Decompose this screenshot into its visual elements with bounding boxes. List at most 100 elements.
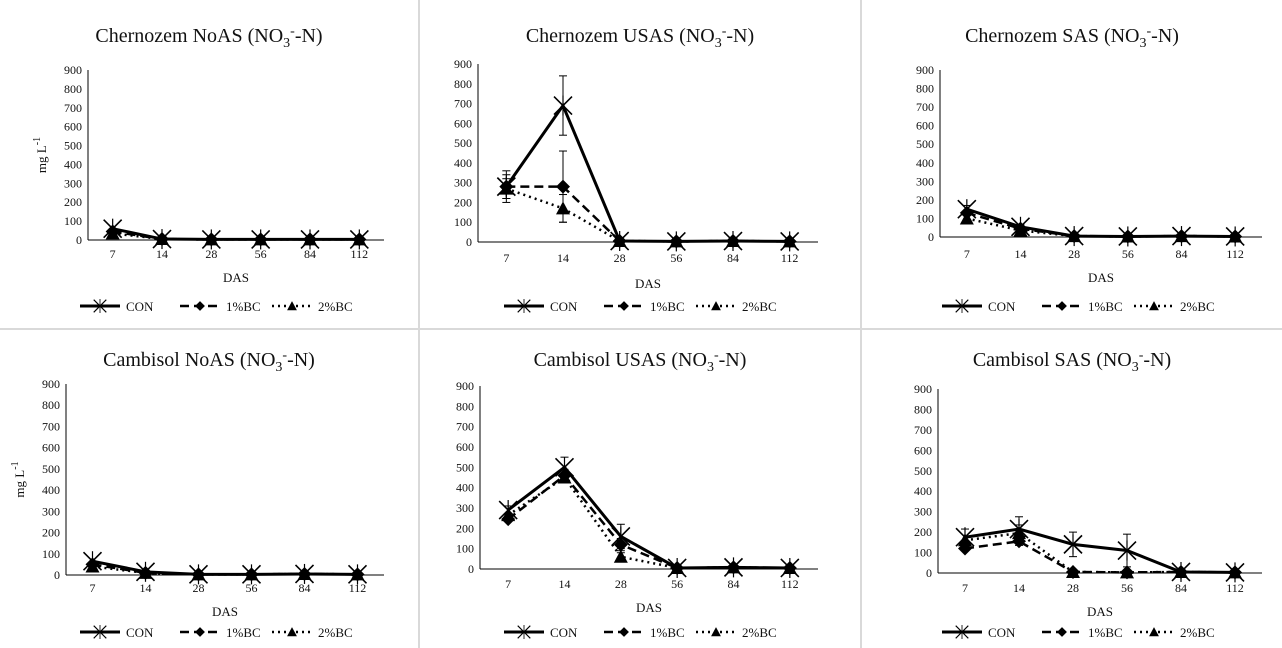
legend: CON 1%BC 2%BC	[80, 625, 353, 640]
chart-title-subscript: 3	[283, 36, 290, 51]
x-tick-label: 56	[255, 247, 267, 261]
x-tick-label: 7	[962, 581, 968, 595]
bc2-marker	[1067, 229, 1082, 243]
y-tick-label: 100	[454, 215, 472, 229]
y-tick-label: 300	[42, 504, 60, 518]
chart-title-end: -N)	[1151, 25, 1179, 47]
y-tick-label: 900	[454, 57, 472, 71]
bc2-marker	[1013, 223, 1028, 237]
y-tick-label: 300	[916, 174, 934, 188]
con-line-group	[103, 218, 369, 250]
line-chart: Cambisol SAS (NO3--N) 0 100 200 300 400 500 600…	[914, 348, 1262, 640]
x-tick-label: 84	[727, 251, 739, 265]
x-tick-label: 28	[1067, 581, 1079, 595]
y-tick-label: 0	[468, 562, 474, 576]
bc2-marker	[253, 232, 268, 246]
bc2-line	[505, 187, 790, 243]
x-tick-label: 112	[351, 247, 369, 261]
x-tick-label: 28	[205, 247, 217, 261]
bc2-marker	[613, 549, 628, 563]
y-axis-title-text: mg L	[12, 470, 27, 498]
chart-title: Chernozem SAS (NO3--N)	[965, 24, 1179, 51]
bc1-line	[507, 473, 790, 570]
y-tick-label: 400	[914, 484, 932, 498]
y-tick-label: 100	[64, 214, 82, 228]
chart-panel-cambisol-noas: Cambisol NoAS (NO3--N) 0 100 200 300 400 500 60…	[0, 330, 418, 648]
chart-title-end: -N)	[287, 349, 315, 371]
bc2-marker	[557, 470, 572, 484]
bc2-marker	[711, 301, 721, 311]
y-tick-label: 100	[42, 547, 60, 561]
y-tick-label: 200	[914, 525, 932, 539]
x-tick-label: 112	[781, 251, 799, 265]
y-tick-label: 500	[454, 136, 472, 150]
bc1-line	[966, 211, 1236, 238]
y-tick-label: 500	[914, 464, 932, 478]
chart-title: Cambisol SAS (NO3--N)	[973, 348, 1171, 375]
legend-label: 2%BC	[318, 625, 353, 640]
legend-label: 1%BC	[226, 299, 261, 314]
y-tick-label: 900	[42, 377, 60, 391]
bc2-line-group	[501, 470, 797, 574]
bc2-marker	[1174, 564, 1188, 578]
con-line-group	[82, 551, 368, 585]
x-tick-label: 56	[671, 577, 683, 591]
bc1-marker	[1057, 301, 1067, 311]
chart-title-subscript: 3	[275, 360, 282, 375]
line-chart: Cambisol NoAS (NO3--N) 0 100 200 300 400 500 60…	[10, 348, 384, 640]
y-tick-label: 700	[914, 423, 932, 437]
x-axis-title: DAS	[1088, 270, 1114, 285]
chart-title: Cambisol NoAS (NO3--N)	[103, 348, 315, 375]
x-tick-label: 14	[140, 581, 152, 595]
y-tick-label: 500	[42, 462, 60, 476]
y-tick-label: 900	[914, 382, 932, 396]
x-tick-label: 28	[193, 581, 205, 595]
x-tick-label: 28	[615, 577, 627, 591]
x-axis-title: DAS	[636, 600, 662, 615]
chart-title-text: Chernozem SAS (NO	[965, 25, 1139, 47]
bc2-marker	[1228, 229, 1243, 243]
bc2-marker	[191, 567, 206, 581]
con-line	[966, 207, 1236, 238]
bc2-marker	[959, 211, 974, 225]
x-tick-label: 28	[1068, 247, 1080, 261]
bc2-marker	[782, 560, 797, 574]
bc2-marker	[85, 559, 100, 573]
chart-panel-cambisol-usas: Cambisol USAS (NO3--N) 0 100 200 300 400 500 60…	[420, 330, 860, 648]
x-axis-title: DAS	[212, 604, 238, 619]
x-tick-label: 84	[304, 247, 316, 261]
y-tick-label: 400	[42, 483, 60, 497]
bc2-marker	[726, 234, 740, 248]
bc2-line-group	[499, 178, 797, 248]
legend-label: 1%BC	[1088, 299, 1123, 314]
bc2-marker	[726, 560, 741, 574]
panel-divider	[860, 0, 862, 648]
y-tick-label: 500	[64, 139, 82, 153]
y-tick-label: 600	[454, 116, 472, 130]
bc2-line	[92, 565, 358, 576]
bc1-marker	[195, 301, 205, 311]
line-chart: Chernozem USAS (NO3--N) 0 100 200 300 400 500 6…	[454, 24, 818, 314]
bc1-line	[964, 540, 1236, 574]
bc2-marker	[105, 226, 120, 240]
legend-label: 2%BC	[318, 299, 353, 314]
bc2-marker	[711, 627, 721, 637]
bc2-marker	[138, 565, 153, 579]
y-tick-label: 700	[456, 420, 474, 434]
chart-title-end: -N)	[295, 25, 323, 47]
x-tick-label: 7	[964, 247, 970, 261]
bc1-line-group	[959, 205, 1243, 244]
bc1-line-group	[105, 224, 367, 247]
y-tick-label: 600	[916, 119, 934, 133]
legend: CON 1%BC 2%BC	[80, 299, 353, 314]
y-axis-title: mg L-1	[32, 137, 49, 173]
legend-marker	[1057, 627, 1067, 637]
chart-title-subscript: 3	[1140, 36, 1147, 51]
y-tick-label: 300	[64, 176, 82, 190]
y-tick-label: 0	[466, 235, 472, 249]
legend-label: CON	[550, 299, 578, 314]
chart-title-superscript: -	[1139, 348, 1144, 363]
legend-marker	[1057, 301, 1067, 311]
panel-divider	[418, 0, 420, 648]
bc2-marker	[297, 566, 312, 580]
